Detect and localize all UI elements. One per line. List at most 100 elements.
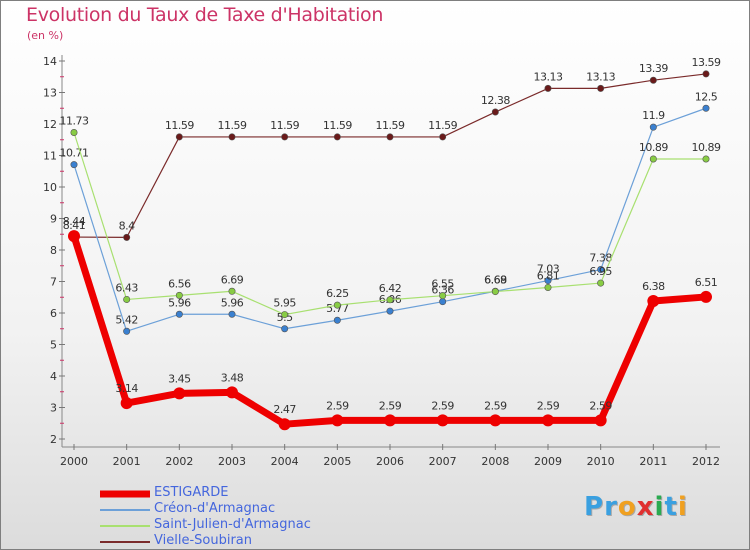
data-label: 6.55: [431, 278, 454, 291]
data-point: [70, 129, 78, 137]
x-tick-label: 2004: [271, 455, 299, 468]
legend-swatch: [100, 509, 150, 511]
data-label: 2.59: [326, 399, 349, 412]
data-label: 3.48: [221, 371, 244, 384]
data-point: [173, 387, 186, 400]
data-label: 2.59: [589, 399, 612, 412]
data-label: 13.39: [639, 62, 668, 75]
legend-label: ESTIGARDE: [154, 485, 229, 500]
data-point: [384, 414, 396, 427]
y-tick-label: 14: [43, 55, 57, 68]
data-label: 8.4: [119, 219, 135, 232]
data-point: [123, 295, 131, 303]
data-point: [597, 266, 605, 274]
data-point: [544, 277, 552, 285]
data-label: 3.45: [168, 372, 191, 385]
data-point: [281, 311, 289, 319]
data-label: 6.25: [326, 287, 349, 300]
data-label: 5.96: [168, 296, 191, 309]
data-point: [491, 108, 499, 116]
y-tick-label: 2: [50, 433, 57, 446]
data-label: 10.89: [692, 141, 721, 154]
data-label: 6.38: [642, 280, 665, 293]
y-tick-label: 5: [50, 339, 57, 352]
data-point: [175, 133, 183, 141]
data-label: 11.59: [165, 119, 194, 132]
data-point: [700, 290, 712, 303]
data-label: 10.89: [639, 141, 668, 154]
x-tick-label: 2011: [639, 455, 667, 468]
data-point: [702, 104, 710, 112]
data-label: 8.44: [63, 215, 86, 228]
data-point: [597, 84, 605, 92]
data-point: [281, 133, 289, 141]
y-tick-label: 6: [50, 307, 57, 320]
data-point: [333, 301, 341, 309]
data-point: [333, 133, 341, 141]
data-label: 6.43: [115, 281, 138, 294]
data-point: [228, 133, 236, 141]
data-point: [702, 155, 710, 163]
data-point: [226, 386, 238, 399]
data-label: 11.9: [642, 109, 665, 122]
data-point: [386, 307, 394, 315]
data-point: [544, 283, 552, 291]
x-tick-label: 2010: [587, 455, 615, 468]
x-tick-label: 2001: [113, 455, 141, 468]
data-label: 11.59: [218, 119, 247, 132]
data-label: 5.42: [115, 313, 138, 326]
x-tick-label: 2008: [481, 455, 509, 468]
data-label: 5.96: [221, 296, 244, 309]
y-tick-label: 11: [43, 150, 57, 163]
data-point: [647, 295, 660, 308]
logo-letter: i: [677, 492, 688, 522]
data-label: 6.68: [484, 274, 507, 287]
data-label: 13.59: [692, 56, 721, 69]
data-point: [386, 133, 394, 141]
data-point: [439, 298, 447, 306]
data-point: [702, 70, 710, 78]
data-label: 6.56: [168, 277, 191, 290]
data-label: 6.95: [589, 265, 612, 278]
data-label: 11.73: [60, 115, 89, 128]
logo-letter: i: [654, 492, 665, 522]
data-label: 11.59: [428, 119, 457, 132]
legend-swatch: [100, 525, 150, 527]
data-label: 7.03: [537, 263, 560, 276]
legend-swatch: [100, 541, 150, 543]
y-tick-label: 3: [50, 402, 57, 415]
data-point: [278, 418, 291, 431]
logo-letter: t: [664, 492, 678, 522]
y-tick-label: 10: [43, 181, 57, 194]
y-tick-label: 7: [50, 276, 57, 289]
data-label: 11.59: [323, 119, 352, 132]
y-tick-label: 8: [50, 244, 57, 257]
data-point: [123, 327, 131, 335]
x-tick-label: 2007: [429, 455, 457, 468]
data-point: [439, 133, 447, 141]
data-point: [331, 414, 344, 427]
logo-letter: o: [617, 492, 637, 522]
data-point: [333, 316, 341, 324]
legend-label: Saint-Julien-d'Armagnac: [154, 517, 311, 532]
data-point: [649, 155, 657, 163]
data-point: [175, 291, 183, 299]
data-label: 7.38: [589, 252, 612, 265]
data-label: 11.59: [270, 119, 299, 132]
data-point: [439, 292, 447, 300]
data-point: [70, 161, 78, 169]
data-label: 13.13: [586, 70, 615, 83]
chart-subtitle: (en %): [27, 29, 64, 42]
data-label: 2.59: [484, 399, 507, 412]
data-label: 6.69: [221, 273, 244, 286]
data-label: 2.47: [273, 403, 296, 416]
data-label: 10.71: [60, 147, 89, 160]
data-label: 8.41: [63, 219, 86, 232]
legend-item: Saint-Julien-d'Armagnac: [100, 517, 360, 534]
x-tick-label: 2012: [692, 455, 720, 468]
data-point: [544, 84, 552, 92]
data-label: 11.59: [376, 119, 405, 132]
data-label: 12.5: [695, 90, 718, 103]
data-label: 6.81: [537, 269, 560, 282]
